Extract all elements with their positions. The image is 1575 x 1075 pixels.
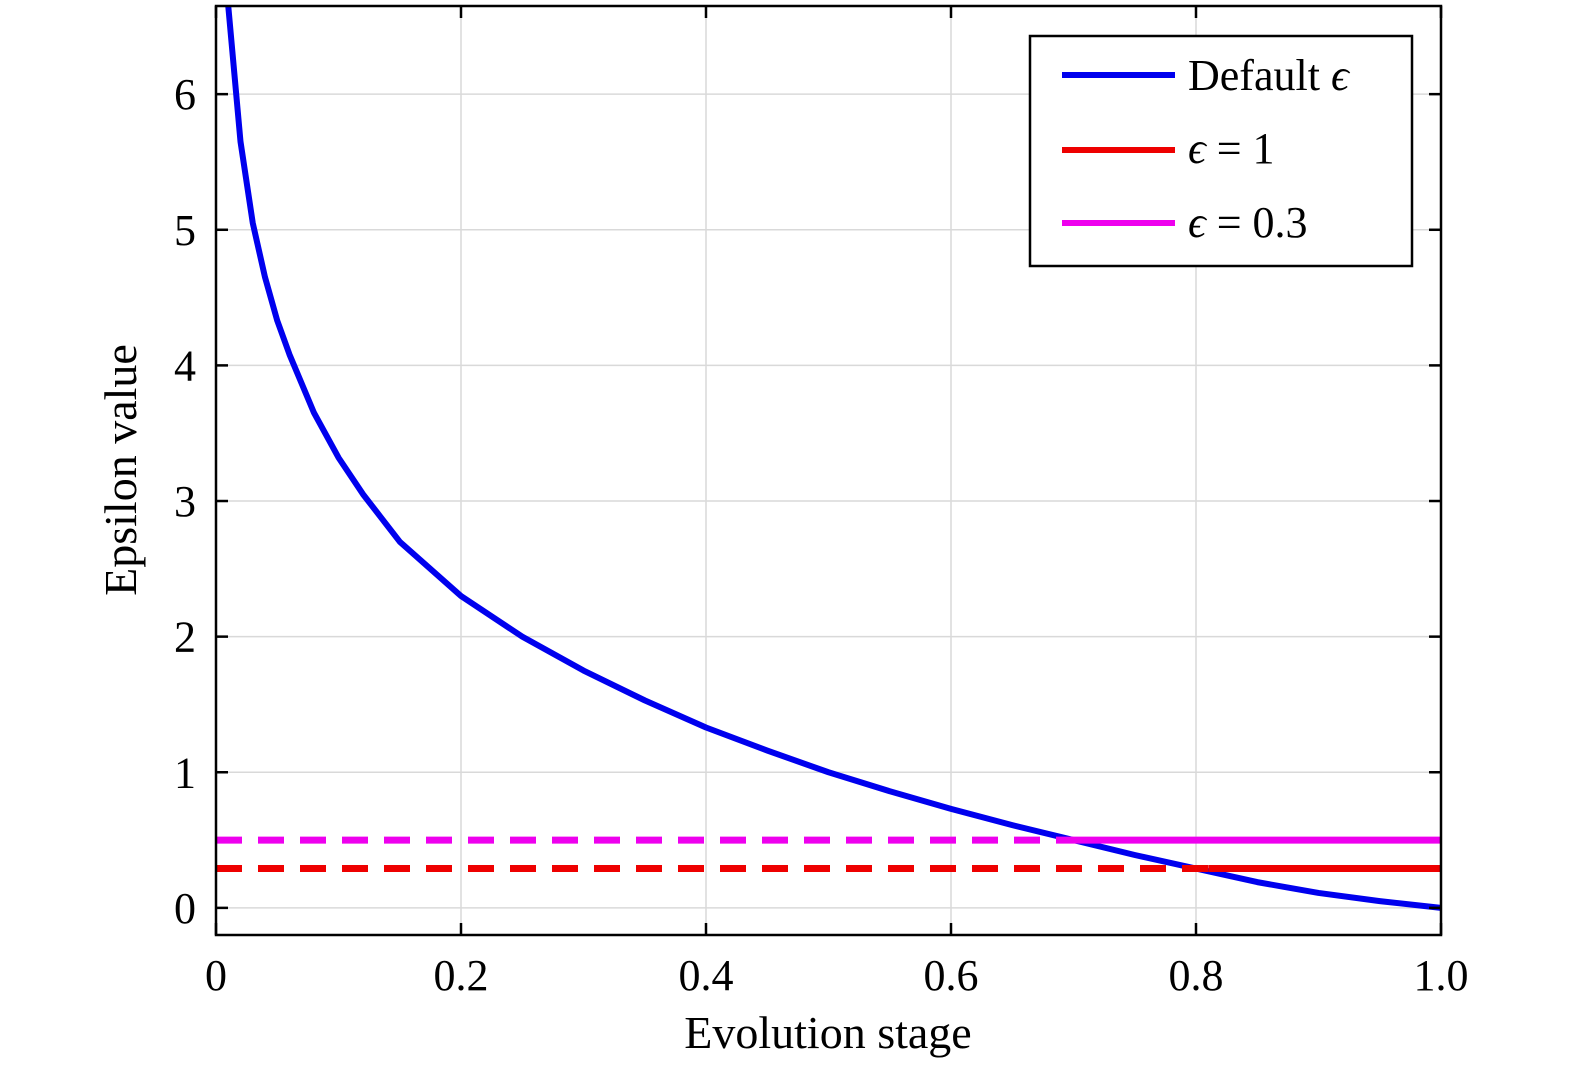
legend: Default ϵ ϵ = 1 ϵ = 0.3	[1028, 34, 1414, 268]
y-tick-label: 3	[174, 477, 196, 526]
axes	[214, 4, 1443, 937]
legend-default-label: Default	[1188, 51, 1331, 100]
x-tick-label: 0.2	[434, 951, 489, 1000]
x-tick-label: 1.0	[1414, 951, 1469, 1000]
legend-entry-eps1: ϵ = 1	[1188, 124, 1275, 173]
y-tick-label: 4	[174, 341, 196, 390]
x-tick-label: 0.8	[1169, 951, 1224, 1000]
axes-frame	[214, 4, 1443, 937]
legend-eps1-label: = 1	[1206, 124, 1275, 173]
x-tick-label: 0.4	[679, 951, 734, 1000]
y-tick-label: 6	[174, 70, 196, 119]
legend-default-symbol: ϵ	[1331, 51, 1351, 100]
y-tick-label: 0	[174, 884, 196, 933]
legend-eps1-symbol: ϵ	[1188, 124, 1208, 173]
legend-eps03-symbol: ϵ	[1188, 198, 1208, 247]
y-tick-label: 1	[174, 748, 196, 797]
tick-labels: 0 0.2 0.4 0.6 0.8 1.0 0 1 2 3 4 5 6	[174, 70, 1469, 1000]
x-axis-label: Evolution stage	[684, 1007, 971, 1058]
y-tick-label: 2	[174, 613, 196, 662]
y-tick-label: 5	[174, 206, 196, 255]
legend-entry-default: Default ϵ	[1188, 51, 1351, 100]
series-default-line	[225, 5, 1442, 911]
plot-series	[216, 5, 1442, 911]
x-tick-label: 0	[205, 951, 227, 1000]
y-axis-label: Epsilon value	[95, 344, 146, 596]
legend-entry-eps03: ϵ = 0.3	[1188, 198, 1308, 247]
legend-eps03-label: = 0.3	[1206, 198, 1308, 247]
x-tick-label: 0.6	[924, 951, 979, 1000]
